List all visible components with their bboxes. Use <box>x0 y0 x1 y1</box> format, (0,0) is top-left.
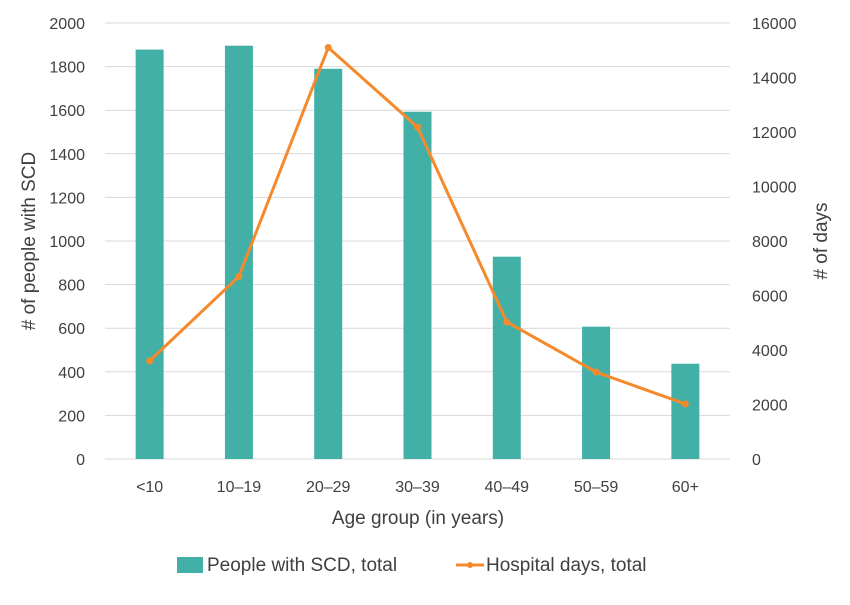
legend-label-bar: People with SCD, total <box>207 555 397 576</box>
bar <box>403 111 432 459</box>
y-tick-label: 2000 <box>49 16 85 33</box>
line-point <box>414 123 421 131</box>
y-tick-label: 1400 <box>49 147 85 164</box>
y-tick-label: 600 <box>58 321 85 338</box>
y-tick-label: 200 <box>58 408 85 425</box>
y2-tick-label: 14000 <box>752 71 797 88</box>
y-tick-label: 1800 <box>49 60 85 77</box>
line-point <box>592 368 600 376</box>
line-point <box>324 44 332 52</box>
y-tick-label: 1200 <box>49 190 85 207</box>
x-tick-label: <10 <box>136 479 163 496</box>
bar <box>492 256 521 459</box>
line-point <box>503 318 511 326</box>
y-tick-label: 0 <box>76 452 85 469</box>
x-tick-label: 20–29 <box>306 479 351 496</box>
bar <box>135 49 164 459</box>
x-tick-label: 10–19 <box>217 479 262 496</box>
y2-tick-label: 4000 <box>752 343 788 360</box>
line-point <box>146 357 154 365</box>
x-tick-label: 30–39 <box>395 479 440 496</box>
y2-tick-label: 10000 <box>752 180 797 197</box>
bar <box>582 326 611 459</box>
line-point <box>235 272 243 280</box>
x-tick-label: 40–49 <box>485 479 530 496</box>
x-tick-label: 50–59 <box>574 479 619 496</box>
legend-swatch-marker <box>467 562 473 568</box>
x-tick-label: 60+ <box>672 479 699 496</box>
y-tick-label: 1600 <box>49 103 85 120</box>
legend-swatch-bar <box>177 557 203 573</box>
y-axis-title: # of people with SCD <box>19 152 40 331</box>
y-tick-label: 400 <box>58 365 85 382</box>
bar <box>671 363 700 459</box>
y2-tick-label: 16000 <box>752 16 797 33</box>
y2-tick-label: 2000 <box>752 398 788 415</box>
legend: People with SCD, total Hospital days, to… <box>177 555 647 576</box>
bar <box>314 68 343 459</box>
y-tick-label: 1000 <box>49 234 85 251</box>
y2-tick-label: 12000 <box>752 125 797 142</box>
y2-tick-label: 0 <box>752 452 761 469</box>
y2-tick-label: 6000 <box>752 289 788 306</box>
line-point <box>681 400 689 408</box>
x-axis-title: Age group (in years) <box>332 508 504 529</box>
y-tick-label: 800 <box>58 278 85 295</box>
y2-axis-title: # of days <box>811 202 832 279</box>
legend-label-line: Hospital days, total <box>486 555 647 576</box>
y2-tick-label: 8000 <box>752 234 788 251</box>
